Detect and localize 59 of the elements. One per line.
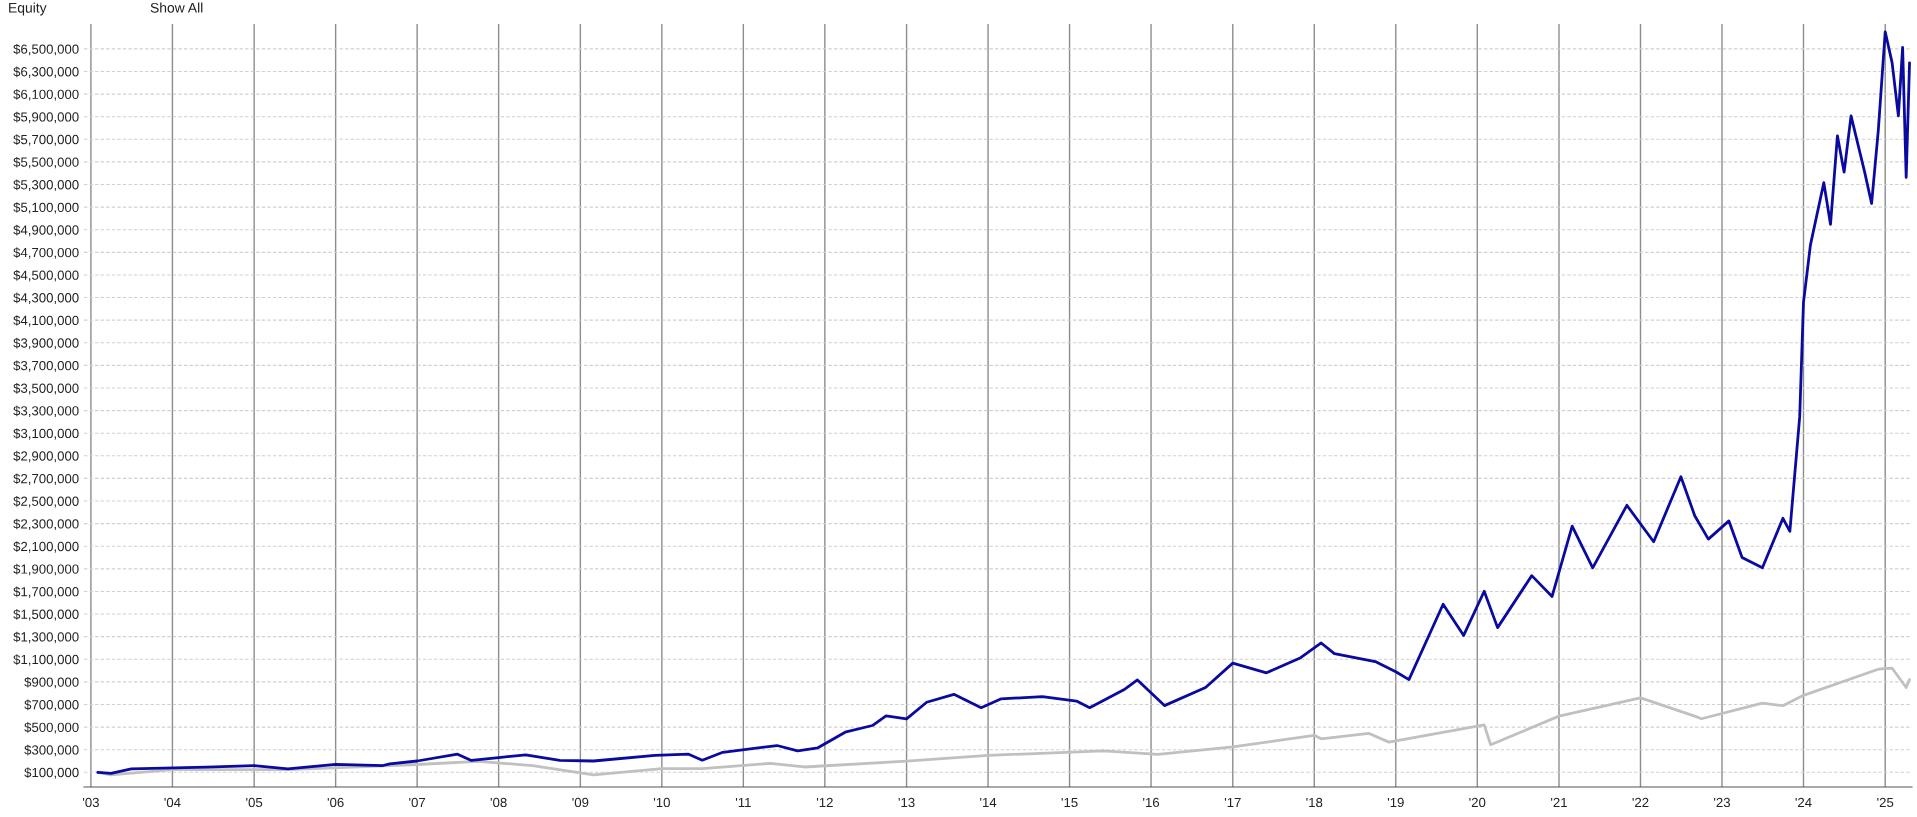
y-tick-label: $3,900,000 [13,337,79,350]
x-tick-label: '11 [735,797,751,807]
chart-title: Equity [9,2,47,16]
x-tick-label: '06 [327,797,344,808]
y-tick-label: $3,500,000 [13,382,79,395]
y-tick-label: $4,900,000 [13,224,79,237]
y-tick-label: $500,000 [24,722,79,734]
x-tick-label: '25 [1877,797,1894,808]
x-tick-label: '19 [1387,797,1404,808]
x-tick-label: '05 [246,797,263,808]
y-tick-label: $300,000 [24,744,79,757]
y-tick-label: $5,500,000 [13,156,79,169]
x-tick-label: '12 [816,797,833,807]
x-tick-label: '21 [1551,797,1567,807]
y-tick-label: $5,900,000 [13,111,79,124]
y-tick-label: $4,100,000 [13,315,79,327]
x-tick-label: '15 [1061,797,1078,808]
y-tick-label: $2,500,000 [13,496,79,508]
x-tick-label: '09 [572,797,589,808]
y-tick-label: $2,100,000 [13,541,79,553]
x-tick-label: '23 [1714,797,1731,808]
y-tick-label: $5,300,000 [13,179,79,191]
x-tick-label: '08 [490,797,507,808]
x-tick-label: '07 [409,797,426,808]
y-tick-label: $1,700,000 [13,586,79,598]
y-tick-label: $5,100,000 [13,202,79,214]
y-tick-label: $3,700,000 [13,360,79,372]
y-tick-label: $2,900,000 [13,450,79,463]
y-tick-label: $4,300,000 [13,292,79,305]
line-series [96,30,1911,775]
x-tick-label: '18 [1306,797,1323,808]
y-tick-label: $3,300,000 [13,405,79,418]
x-tick-label: '16 [1143,797,1160,808]
x-tick-label: '10 [653,797,670,808]
y-tick-label: $1,300,000 [13,631,79,644]
y-tick-label: $100,000 [24,767,79,779]
y-tick-label: $2,300,000 [13,518,79,531]
y-tick-label: $6,300,000 [13,66,79,78]
y-tick-label: $1,900,000 [13,563,79,576]
y-tick-label: $4,500,000 [13,269,79,282]
x-tick-label: '17 [1224,797,1241,807]
y-tick-label: $4,700,000 [13,247,79,259]
y-tick-label: $1,500,000 [13,609,79,621]
y-tick-label: $700,000 [24,699,79,711]
text: Show All [150,2,203,13]
y-tick-label: $5,700,000 [13,134,79,146]
x-tick-label: '04 [164,797,181,808]
y-tick-label: $2,700,000 [13,473,79,485]
y-tick-label: $6,500,000 [13,43,79,56]
y-tick-label: $1,100,000 [13,654,79,666]
x-tick-label: '13 [898,797,915,808]
x-tick-label: '24 [1795,797,1812,807]
y-tick-label: $6,100,000 [13,89,79,101]
x-tick-label: '14 [980,797,997,807]
x-tick-label: '03 [82,797,99,808]
y-tick-label: $3,100,000 [13,428,79,440]
y-tick-label: $900,000 [24,676,79,689]
x-tick-label: '20 [1469,797,1486,808]
x-tick-label: '22 [1632,797,1649,807]
